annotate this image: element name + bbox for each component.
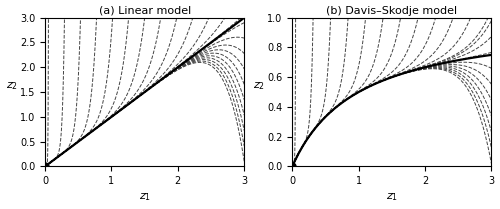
X-axis label: $z_1$: $z_1$ [138, 192, 150, 203]
Y-axis label: $z_2$: $z_2$ [6, 80, 18, 92]
Title: (b) Davis–Skodje model: (b) Davis–Skodje model [326, 6, 458, 15]
X-axis label: $z_1$: $z_1$ [386, 192, 398, 203]
Y-axis label: $z_2$: $z_2$ [253, 80, 265, 92]
Title: (a) Linear model: (a) Linear model [98, 6, 191, 15]
